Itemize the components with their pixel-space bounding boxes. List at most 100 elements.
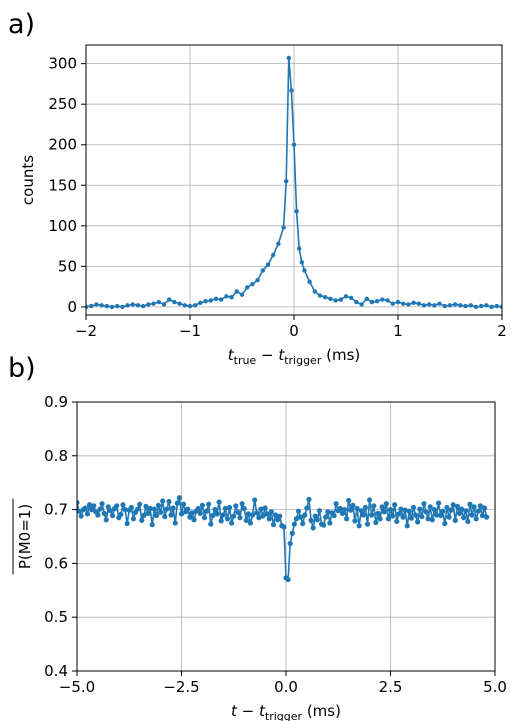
data-point xyxy=(465,518,471,525)
data-point xyxy=(97,506,103,512)
data-point xyxy=(297,246,302,251)
data-point xyxy=(349,295,354,301)
data-point xyxy=(408,515,414,521)
data-point xyxy=(354,505,360,512)
data-point xyxy=(479,303,484,309)
data-point xyxy=(155,502,162,508)
data-point xyxy=(231,513,237,519)
data-point xyxy=(302,268,307,273)
series-group xyxy=(86,55,502,310)
data-point xyxy=(406,302,411,307)
data-point xyxy=(415,519,421,525)
data-point xyxy=(198,300,203,306)
data-point xyxy=(381,509,387,515)
series-group xyxy=(77,495,490,583)
data-point xyxy=(323,294,328,300)
data-point xyxy=(289,88,294,93)
data-point xyxy=(427,302,432,307)
y-tick-label: 0.9 xyxy=(44,393,68,411)
data-point xyxy=(203,299,208,304)
data-point xyxy=(151,506,157,512)
data-point xyxy=(122,507,128,513)
data-point xyxy=(289,530,295,536)
data-point xyxy=(392,502,398,508)
y-tick-label: 0.5 xyxy=(44,608,68,626)
data-point xyxy=(77,508,82,514)
data-point xyxy=(109,304,115,310)
data-point xyxy=(260,268,265,273)
data-point xyxy=(77,500,80,506)
data-point xyxy=(448,507,454,513)
data-point xyxy=(239,292,245,297)
chart-panel-b: b) −5.0 −2.5 0.0 2.5 5.0 0.4 0.5 0.6 0.7 0.8 0.9 t −… xyxy=(8,353,507,721)
data-point xyxy=(377,516,383,522)
data-point xyxy=(419,513,425,520)
data-point xyxy=(178,511,185,517)
x-tick-label: 0.0 xyxy=(274,678,298,696)
data-point xyxy=(233,503,239,509)
data-point xyxy=(258,506,264,512)
data-point xyxy=(187,303,193,309)
data-point xyxy=(469,512,475,518)
data-point xyxy=(276,241,281,246)
data-point xyxy=(312,289,317,294)
data-point xyxy=(135,506,141,512)
data-point xyxy=(494,303,499,309)
data-point xyxy=(197,510,203,516)
data-point xyxy=(101,510,107,516)
data-point xyxy=(195,505,201,512)
data-point xyxy=(151,301,156,306)
data-point xyxy=(272,512,279,518)
data-point xyxy=(401,301,406,306)
data-point xyxy=(281,524,287,530)
x-tick-label: −2 xyxy=(75,322,97,340)
data-point xyxy=(484,514,490,520)
data-point xyxy=(307,279,312,284)
data-point xyxy=(416,301,421,306)
x-axis-label-part: t xyxy=(259,702,266,720)
data-point xyxy=(446,514,452,520)
data-point xyxy=(437,301,442,306)
y-tick-label: 200 xyxy=(48,136,77,154)
data-point xyxy=(362,504,369,511)
data-point xyxy=(135,303,141,308)
data-point xyxy=(369,299,375,305)
data-point xyxy=(475,508,481,514)
data-point xyxy=(300,520,306,527)
data-point xyxy=(128,504,134,511)
data-point xyxy=(423,509,429,515)
data-point xyxy=(255,277,260,283)
data-point xyxy=(341,507,348,513)
data-point xyxy=(224,516,231,522)
y-tick-label: 150 xyxy=(48,176,77,194)
data-point xyxy=(229,294,234,300)
data-point xyxy=(338,297,343,302)
data-point xyxy=(271,252,276,258)
data-point xyxy=(270,522,277,528)
data-point xyxy=(291,521,297,527)
y-tick-label: 0 xyxy=(67,298,77,316)
data-point xyxy=(456,510,463,516)
data-point xyxy=(206,501,212,507)
data-point xyxy=(369,512,375,518)
data-point xyxy=(308,517,314,523)
data-point xyxy=(417,506,423,512)
data-point xyxy=(146,302,151,307)
data-point xyxy=(371,503,377,509)
data-point xyxy=(398,506,404,512)
data-point xyxy=(243,517,249,523)
data-point xyxy=(375,299,380,304)
data-point xyxy=(458,303,463,308)
data-point xyxy=(189,510,195,516)
data-point xyxy=(86,304,89,310)
data-point xyxy=(203,508,210,514)
data-point xyxy=(396,511,402,517)
y-axis-label: P(M0=1) xyxy=(16,504,34,569)
data-point xyxy=(84,511,91,517)
data-point xyxy=(385,516,392,522)
x-axis-label-part: − xyxy=(237,702,259,720)
data-point xyxy=(304,505,310,511)
data-point xyxy=(293,516,300,522)
data-point xyxy=(431,507,437,513)
data-point xyxy=(180,501,187,507)
